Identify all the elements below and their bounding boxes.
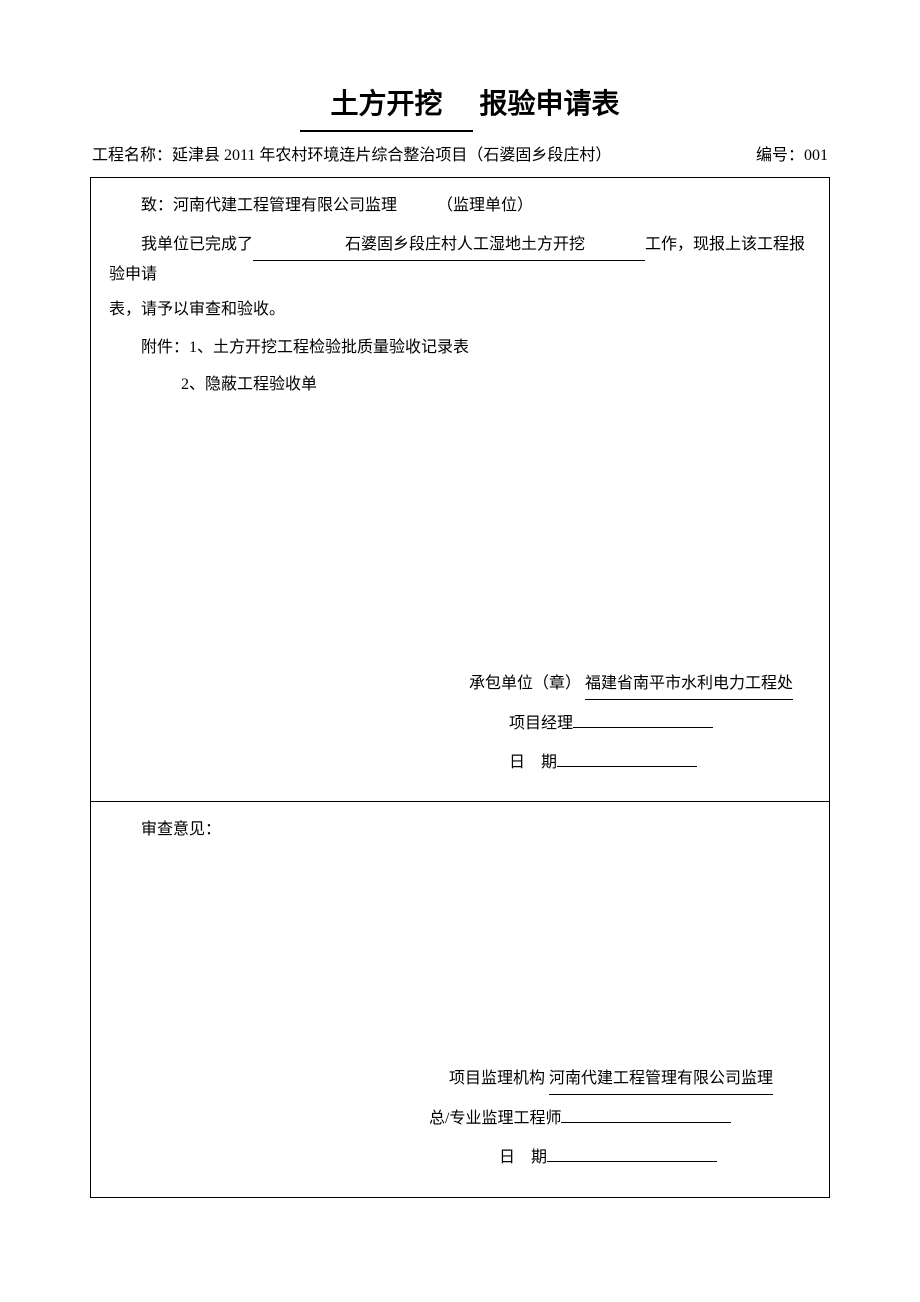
completed-line: 我单位已完成了 石婆固乡段庄村人工湿地土方开挖 工作，现报上该工程报验申请 xyxy=(109,231,811,290)
to-name: 河南代建工程管理有限公司监理 xyxy=(173,197,397,214)
lower-section: 审查意见： 项目监理机构 河南代建工程管理有限公司监理 总/专业监理工程师 日 … xyxy=(91,802,830,1197)
org-line: 项目监理机构 河南代建工程管理有限公司监理 xyxy=(449,1065,811,1095)
project-label: 工程名称： xyxy=(92,147,172,164)
header-row: 工程名称：延津县 2011 年农村环境连片综合整治项目（石婆固乡段庄村） 编号：… xyxy=(90,142,830,171)
blank-after-fill xyxy=(585,231,645,261)
line2-fill: 石婆固乡段庄村人工湿地土方开挖 xyxy=(313,231,585,261)
contractor-sign-block: 承包单位（章） 福建省南平市水利电力工程处 项目经理 日 期 xyxy=(109,670,811,777)
engineer-label: 总/专业监理工程师 xyxy=(429,1110,561,1127)
pm-blank xyxy=(573,727,713,728)
pm-label: 项目经理 xyxy=(509,715,573,732)
title-suffix: 报验申请表 xyxy=(480,89,620,120)
attachment2: 2、隐蔽工程验收单 xyxy=(181,376,317,393)
to-label: 致： xyxy=(141,197,173,214)
serial-label: 编号： xyxy=(756,147,804,164)
form-table: 致：河南代建工程管理有限公司监理 （监理单位） 我单位已完成了 石婆固乡段庄村人… xyxy=(90,177,830,1197)
date-line-lower: 日 期 xyxy=(499,1144,811,1173)
review-label: 审查意见： xyxy=(109,816,811,845)
engineer-block: 总/专业监理工程师 xyxy=(109,1105,811,1134)
date-label-d: 期 xyxy=(531,1149,547,1166)
spacer-lower xyxy=(109,845,811,1065)
engineer-blank xyxy=(561,1122,731,1123)
to-suffix: （监理单位） xyxy=(437,197,533,214)
attachment1: 1、土方开挖工程检验批质量验收记录表 xyxy=(189,339,469,356)
engineer-line: 总/专业监理工程师 xyxy=(429,1105,811,1134)
date-label-b: 期 xyxy=(541,754,557,771)
org-label: 项目监理机构 xyxy=(449,1070,545,1087)
date-blank-upper xyxy=(557,766,697,767)
date-blank-lower xyxy=(547,1161,717,1162)
line3: 表，请予以审查和验收。 xyxy=(109,296,811,325)
org-name: 河南代建工程管理有限公司监理 xyxy=(549,1065,773,1095)
pm-line: 项目经理 xyxy=(469,710,811,739)
project-name: 延津县 2011 年农村环境连片综合整治项目（石婆固乡段庄村） xyxy=(172,147,611,164)
date-label-a: 日 xyxy=(509,754,525,771)
supervisor-sign-block: 项目监理机构 河南代建工程管理有限公司监理 xyxy=(109,1065,811,1095)
attachment-label: 附件： xyxy=(141,339,189,356)
title-underlined-part: 土方开挖 xyxy=(300,80,472,132)
contractor-name: 福建省南平市水利电力工程处 xyxy=(585,670,793,700)
blank-before-fill xyxy=(253,231,313,261)
form-title: 土方开挖 报验申请表 xyxy=(90,80,830,132)
date-block-lower: 日 期 xyxy=(109,1144,811,1173)
contractor-label: 承包单位（章） xyxy=(469,675,581,692)
attachment-line-1: 附件：1、土方开挖工程检验批质量验收记录表 xyxy=(109,334,811,363)
serial-number: 001 xyxy=(804,147,828,164)
line2-prefix: 我单位已完成了 xyxy=(141,236,253,253)
contractor-line: 承包单位（章） 福建省南平市水利电力工程处 xyxy=(469,670,811,700)
upper-section: 致：河南代建工程管理有限公司监理 （监理单位） 我单位已完成了 石婆固乡段庄村人… xyxy=(91,178,830,802)
attachment-line-2: 2、隐蔽工程验收单 xyxy=(109,371,811,400)
serial-info: 编号：001 xyxy=(756,142,828,171)
project-info: 工程名称：延津县 2011 年农村环境连片综合整治项目（石婆固乡段庄村） xyxy=(92,142,611,171)
date-label-c: 日 xyxy=(499,1149,515,1166)
date-line-upper: 日 期 xyxy=(469,749,811,778)
to-line: 致：河南代建工程管理有限公司监理 （监理单位） xyxy=(109,192,811,221)
spacer-upper xyxy=(109,400,811,670)
